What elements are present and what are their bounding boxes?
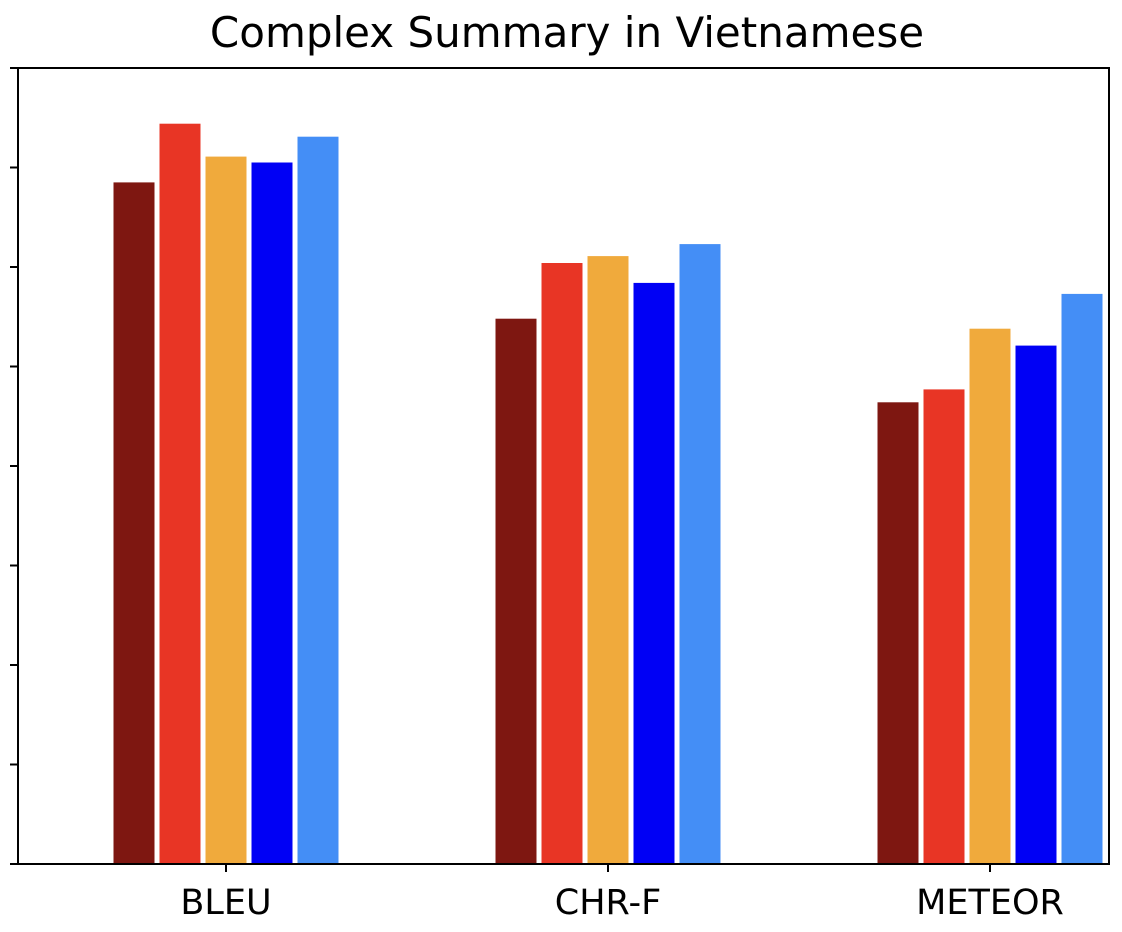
bar-bleu-series-3 [205, 156, 247, 865]
bar-bleu-series-2 [159, 123, 201, 864]
plot-frame [17, 67, 1110, 865]
y-axis-ticks [10, 67, 18, 865]
bar-meteor-series-2 [923, 389, 965, 864]
bar-meteor-series-3 [969, 328, 1011, 864]
bar-meteor-series-1 [877, 402, 919, 864]
chart-title: Complex Summary in Vietnamese [209, 8, 925, 57]
bar-meteor-series-5 [1061, 293, 1103, 864]
bar-chr-f-series-3 [587, 256, 629, 865]
bar-chr-f-series-5 [679, 244, 721, 865]
bar-bleu-series-5 [297, 136, 339, 864]
x-tick-label-meteor: METEOR [916, 883, 1064, 923]
x-tick-label-chr-f: CHR-F [555, 883, 661, 923]
bar-bleu-series-4 [251, 162, 293, 864]
bar-meteor-series-4 [1015, 345, 1057, 865]
bar-chr-f-series-2 [541, 263, 583, 864]
x-tick-label-bleu: BLEU [180, 883, 271, 923]
bar-chr-f-series-4 [633, 282, 675, 864]
bars [113, 123, 1103, 865]
bar-bleu-series-1 [113, 182, 155, 864]
bar-chr-f-series-1 [495, 318, 537, 864]
x-axis-ticks: BLEU CHR-F METEOR [180, 864, 1064, 923]
